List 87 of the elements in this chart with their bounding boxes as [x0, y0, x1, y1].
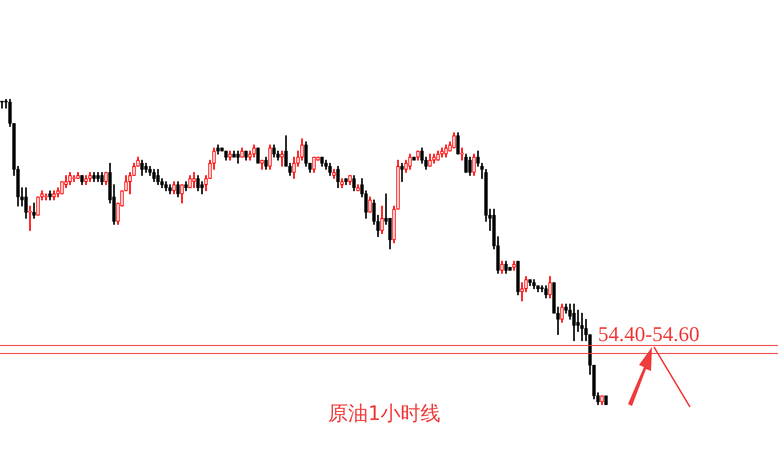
- candlestick: [188, 175, 192, 188]
- candlestick: [72, 175, 76, 182]
- candlestick: [304, 142, 308, 167]
- candlestick: [144, 162, 148, 173]
- candlestick: [240, 148, 244, 158]
- candlestick: [332, 169, 336, 179]
- candlestick: [344, 178, 348, 186]
- candlestick: [560, 304, 564, 323]
- candlestick: [192, 172, 196, 188]
- candlestick: [184, 181, 188, 192]
- candlestick: [76, 172, 80, 179]
- candlestick: [96, 172, 100, 182]
- candlestick: [232, 150, 236, 158]
- candlestick: [68, 172, 72, 186]
- candlestick: [528, 279, 532, 286]
- candlestick: [348, 175, 352, 186]
- candlestick: [464, 154, 468, 173]
- candlestick: [256, 148, 260, 164]
- candlestick: [600, 395, 604, 405]
- candlestick: [260, 160, 264, 170]
- candlestick: [220, 148, 224, 152]
- candlestick: [200, 181, 204, 194]
- candlestick: [328, 162, 332, 176]
- candlestick: [468, 156, 472, 176]
- candlestick: [604, 395, 608, 405]
- candlestick: [228, 150, 232, 161]
- candlestick: [176, 181, 180, 198]
- candlestick: [340, 178, 344, 188]
- candlestick: [368, 196, 372, 213]
- candlestick: [28, 206, 32, 231]
- candlestick: [532, 279, 536, 290]
- candlestick: [52, 190, 56, 200]
- candlestick: [244, 150, 248, 161]
- annotation: 原油1小时线: [328, 400, 441, 427]
- candlestick: [152, 169, 156, 182]
- candlestick: [164, 181, 168, 192]
- candlestick: [48, 190, 52, 200]
- candlestick: [412, 156, 416, 161]
- candlestick: [336, 166, 340, 188]
- candlestick: [32, 202, 36, 219]
- candlestick: [180, 184, 184, 204]
- candlestick: [312, 156, 316, 173]
- candlestick: [548, 276, 552, 298]
- candlestick: [432, 154, 436, 164]
- candlestick: [92, 172, 96, 182]
- candlestick: [460, 148, 464, 161]
- candlestick: [456, 132, 460, 154]
- candlestick: [544, 285, 548, 298]
- candlestick: [216, 144, 220, 154]
- candlestick: [100, 172, 104, 186]
- annotation: 54.40-54.60: [598, 322, 700, 347]
- candlestick: [224, 150, 228, 161]
- candlestick: [0, 100, 4, 109]
- candlestick: [380, 206, 384, 234]
- candlestick: [400, 162, 404, 182]
- candlestick: [172, 181, 176, 194]
- candlestick: [252, 144, 256, 158]
- candlestick: [24, 187, 28, 219]
- candlestick: [272, 144, 276, 158]
- candlestick: [104, 172, 108, 186]
- candlestick: [512, 260, 516, 271]
- candlestick: [408, 154, 412, 170]
- candlestick: [580, 312, 584, 342]
- candlestick: [356, 184, 360, 192]
- candlestick: [44, 194, 48, 200]
- candlestick: [352, 175, 356, 192]
- candlestick: [428, 154, 432, 167]
- candlestick: [508, 266, 512, 271]
- candlestick: [436, 150, 440, 161]
- candlestick: [196, 175, 200, 192]
- candlestick: [320, 156, 324, 167]
- candlestick: [88, 172, 92, 182]
- candlestick: [84, 175, 88, 186]
- candlestick: [264, 156, 268, 170]
- candlestick: [416, 150, 420, 161]
- candlestick: [168, 184, 172, 194]
- candlestick: [236, 150, 240, 164]
- candlestick: [452, 132, 456, 148]
- candlestick: [500, 260, 504, 274]
- candlestick: [80, 175, 84, 186]
- candlestick: [516, 260, 520, 296]
- candlestick: [280, 150, 284, 167]
- candlestick: [444, 144, 448, 158]
- candlestick: [472, 154, 476, 176]
- candlestick: [440, 148, 444, 158]
- candlestick: [268, 144, 272, 170]
- candlestick: [504, 260, 508, 274]
